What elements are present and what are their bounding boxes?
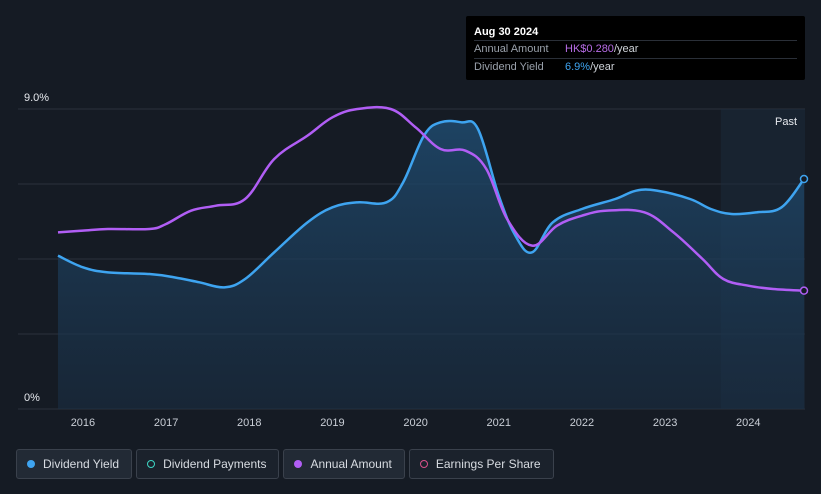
x-tick-label: 2016	[71, 417, 95, 429]
tooltip-yield-row: Dividend Yield 6.9% /year	[474, 58, 797, 76]
x-tick-label: 2019	[320, 417, 344, 429]
annual-amount-dot-icon	[294, 460, 303, 468]
legend: Dividend Yield Dividend Payments Annual …	[16, 449, 554, 481]
y-tick-label-max: 9.0%	[24, 92, 49, 104]
tooltip-amount-row: Annual Amount HK$0.280 /year	[474, 40, 797, 58]
legend-dividend-payments[interactable]: Dividend Payments	[136, 449, 280, 479]
dividend-yield-area	[57, 120, 805, 409]
x-tick-label: 2022	[570, 417, 594, 429]
tooltip-amount-unit: /year	[613, 43, 639, 55]
legend-annual-amount-label: Annual Amount	[310, 457, 392, 471]
tooltip: Aug 30 2024 Annual Amount HK$0.280 /year…	[466, 16, 805, 80]
dividend-payments-dot-icon	[147, 460, 156, 468]
tooltip-date: Aug 30 2024	[474, 26, 539, 38]
x-tick-label: 2020	[403, 417, 427, 429]
tooltip-yield-value: 6.9%	[565, 61, 591, 73]
legend-annual-amount[interactable]: Annual Amount	[283, 449, 405, 479]
x-tick-label: 2023	[653, 417, 677, 429]
legend-earnings-per-share[interactable]: Earnings Per Share	[408, 449, 554, 479]
legend-dividend-payments-label: Dividend Payments	[163, 457, 267, 471]
tooltip-yield-label: Dividend Yield	[474, 61, 544, 73]
x-tick-label: 2017	[154, 417, 178, 429]
dividend-yield-dot-icon	[27, 460, 35, 468]
x-tick-label: 2021	[487, 417, 511, 429]
tooltip-yield-unit: /year	[590, 61, 615, 73]
x-tick-label: 2024	[736, 417, 760, 429]
tooltip-amount-label: Annual Amount	[474, 43, 549, 55]
axis-labels: 2016 2017 2018 2019 2020 2021 2022 2023 2024 9.0%…	[24, 92, 761, 429]
dividend-yield-end-marker	[799, 174, 809, 184]
legend-dividend-yield-label: Dividend Yield	[43, 457, 120, 471]
y-tick-label-min: 0%	[24, 392, 40, 404]
x-tick-label: 2018	[237, 417, 261, 429]
past-label: Past	[775, 116, 797, 128]
annual-amount-end-marker	[799, 286, 809, 295]
legend-dividend-yield[interactable]: Dividend Yield	[16, 449, 133, 479]
legend-earnings-per-share-label: Earnings Per Share	[435, 457, 541, 471]
annual-amount-line	[57, 105, 805, 292]
tooltip-amount-value: HK$0.280	[565, 43, 614, 55]
dividend-yield-line	[57, 119, 805, 289]
earnings-per-share-dot-icon	[419, 460, 428, 468]
